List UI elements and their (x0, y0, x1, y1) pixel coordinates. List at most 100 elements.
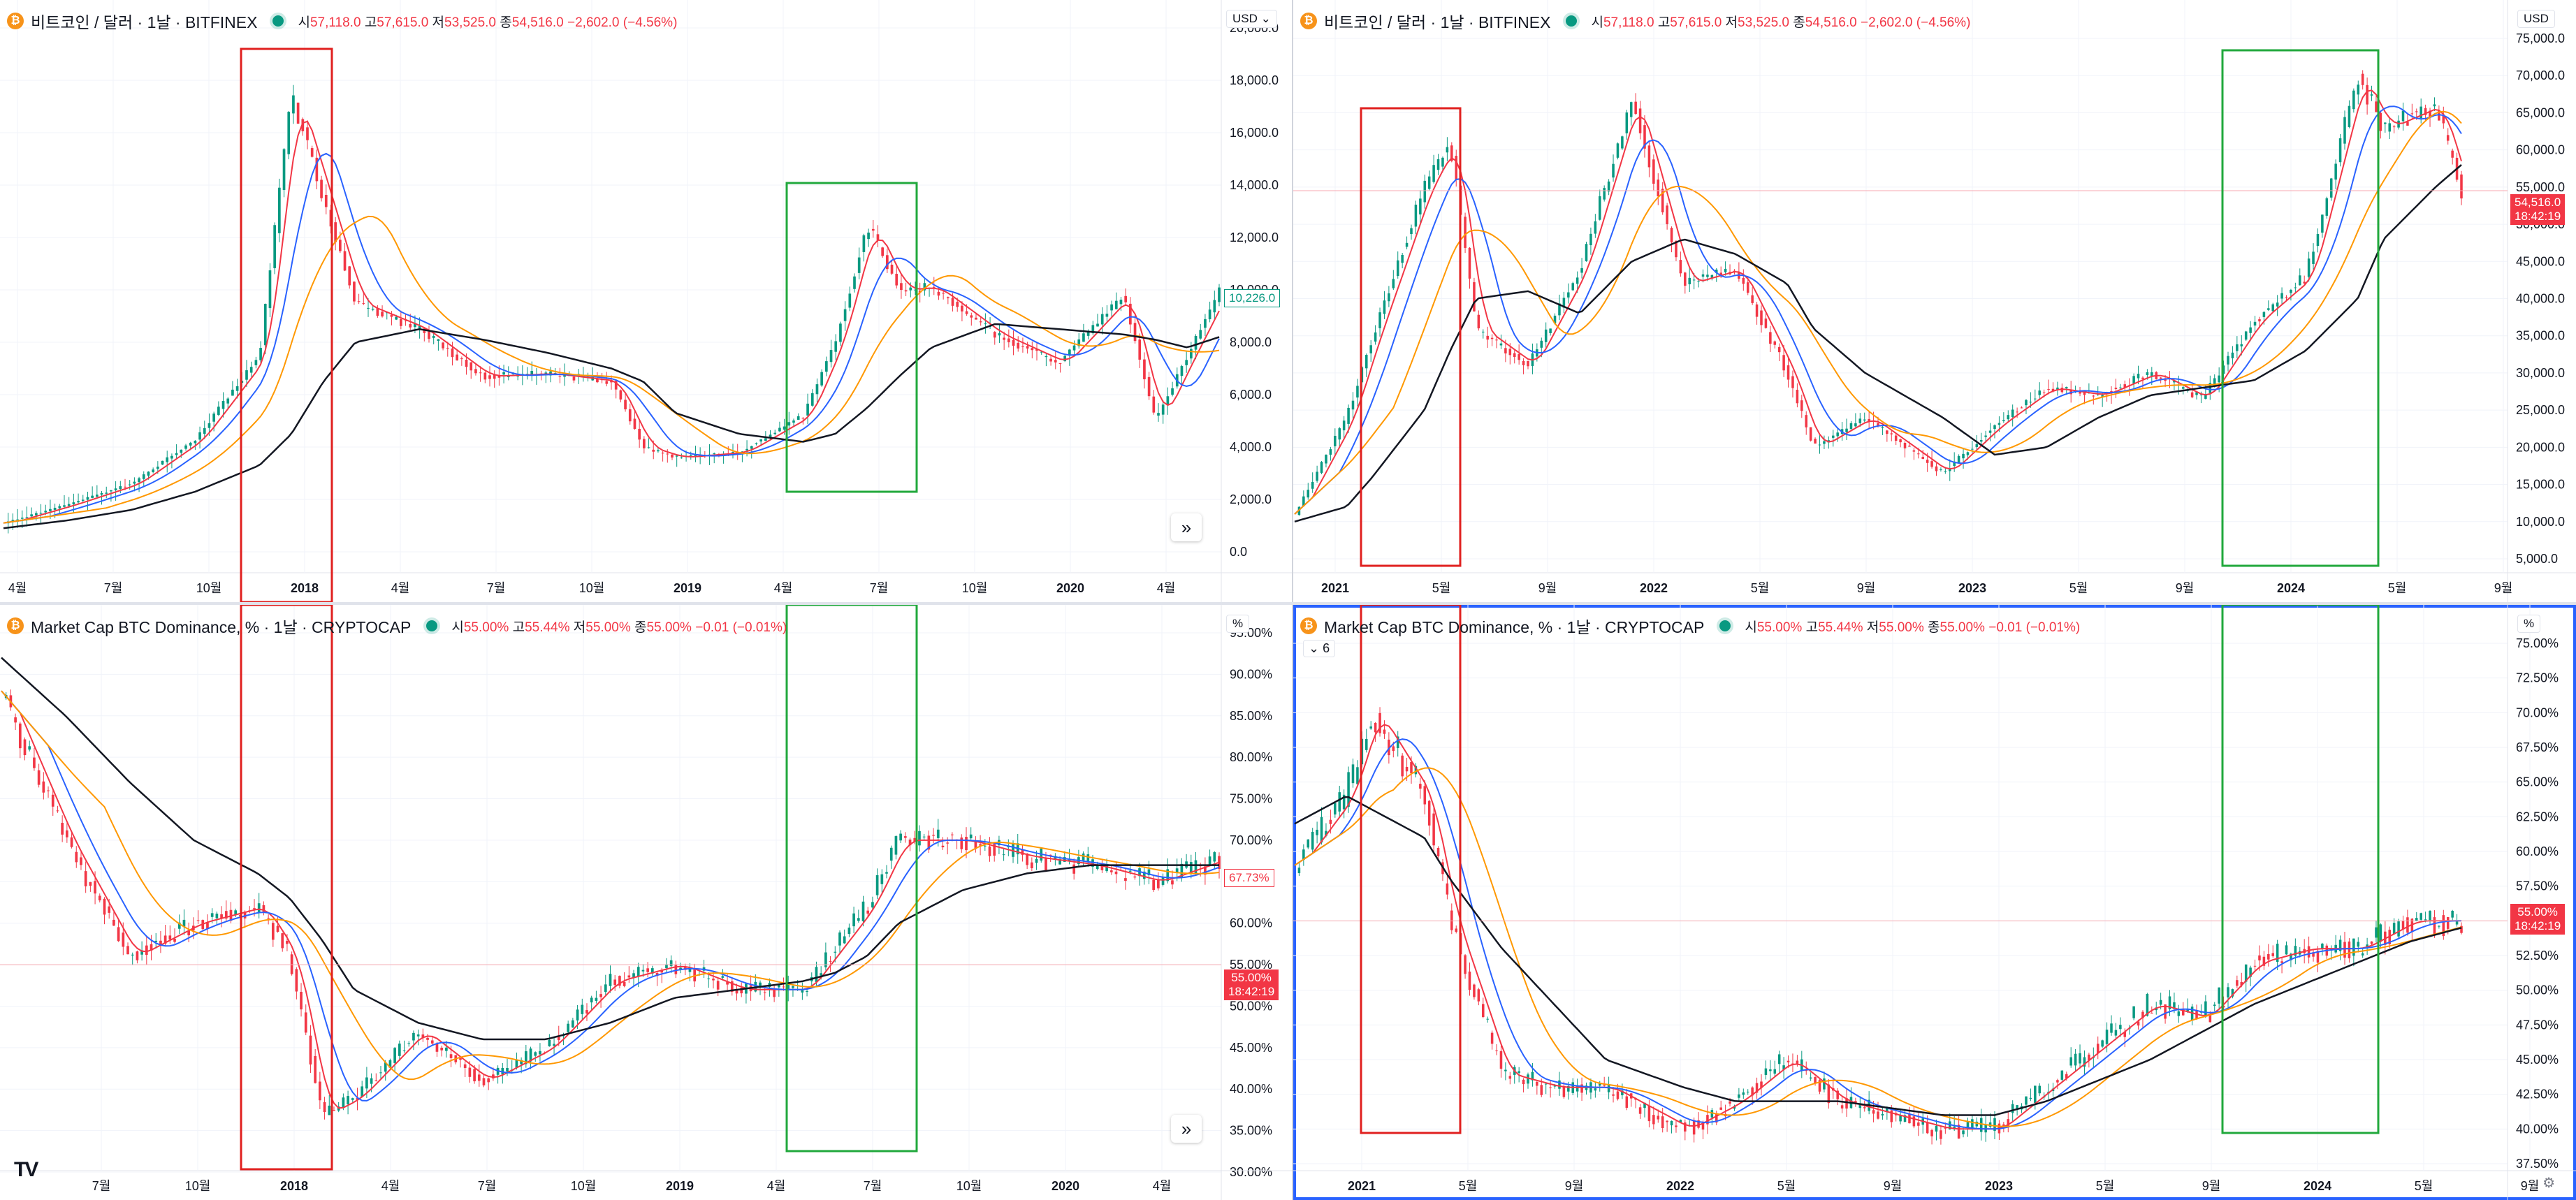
symbol-title[interactable]: Market Cap BTC Dominance, % · 1날 · CRYPT… (1324, 618, 1705, 636)
candle-body (890, 264, 894, 274)
candle-body (1540, 1085, 1543, 1095)
candle-body (1477, 314, 1480, 329)
candle-body (806, 403, 809, 416)
currency-unit-selector[interactable]: USD (2517, 10, 2555, 28)
indicators-collapse-toggle[interactable]: ⌄ 6 (1303, 640, 1336, 657)
candle-body (1441, 157, 1444, 167)
candle-body (740, 988, 743, 994)
candle-body (1621, 1090, 1624, 1096)
candle-body (1877, 1111, 1879, 1119)
dominance-left-plot[interactable]: 95.00%90.00%85.00%80.00%75.00%70.00%65.0… (0, 605, 1292, 1200)
candle-body (745, 448, 748, 451)
candle-body (56, 810, 59, 812)
candle-body (1697, 1120, 1700, 1128)
candle-body (726, 981, 729, 985)
x-tick-label: 5월 (1751, 581, 1770, 595)
candle-body (1152, 879, 1155, 891)
candle-body (1518, 1071, 1520, 1073)
candle-body (801, 990, 804, 993)
candle-body (2092, 395, 2095, 397)
tradingview-logo[interactable]: TV (14, 1158, 38, 1181)
candle-body (1903, 442, 1907, 448)
candle-body (2182, 1009, 2185, 1016)
candle-body (932, 286, 936, 288)
candle-body (1180, 863, 1184, 878)
candle-body (142, 474, 145, 479)
x-tick-label: 2020 (1051, 1179, 1079, 1193)
y-tick-label: 55.00% (1230, 958, 1272, 972)
candle-body (1854, 423, 1857, 427)
candle-body (2375, 101, 2378, 112)
candle-body (2190, 392, 2194, 397)
candle-body (28, 746, 31, 750)
candle-body (834, 951, 837, 953)
cryptocap-icon: ₿ (7, 617, 24, 634)
panel-dominance-right[interactable]: 75.00% 72.50% 70.00% 67.50% 65.00% 62.50% 60.0… (1293, 605, 2576, 1200)
symbol-title[interactable]: 비트코인 / 달러 · 1날 · BITFINEX (31, 13, 258, 31)
candle-body (477, 1074, 481, 1081)
unit-label[interactable]: % (1226, 615, 1250, 633)
ma-long-line (3, 323, 1220, 529)
candle-body (824, 952, 827, 967)
candle-body (1679, 260, 1682, 274)
candle-body (1773, 1069, 1777, 1074)
candle-body (633, 418, 636, 429)
y-tick-label: 57.50% (2516, 879, 2559, 893)
candle-body (604, 984, 607, 993)
panel-divider-vertical[interactable] (1292, 0, 1293, 1200)
candle-body (1473, 984, 1476, 997)
y-tick-label: 75,000.0 (2516, 31, 2565, 45)
candle-body (1378, 312, 1381, 328)
symbol-title[interactable]: 비트코인 / 달러 · 1날 · BITFINEX (1324, 13, 1551, 31)
candle-body (1777, 1054, 1781, 1064)
candle-body (351, 1098, 354, 1100)
candle-body (2079, 391, 2081, 394)
candle-body (224, 911, 228, 919)
y-tick-label: 70,000.0 (2516, 68, 2565, 82)
ma-mid-line (1, 690, 1220, 1102)
scroll-to-realtime-button[interactable]: » (1171, 1115, 1202, 1143)
candle-body (235, 386, 239, 391)
candle-body (451, 348, 454, 358)
btc-left-plot[interactable]: 20,000.018,000.016,000.014,000.012,000.0… (0, 0, 1292, 602)
unit-label[interactable]: % (2517, 615, 2541, 633)
scroll-to-realtime-button[interactable]: » (1171, 513, 1202, 541)
panel-btc-left[interactable]: 20,000.0 18,000.0 16,000.0 14,000.0 12,000.0… (0, 0, 1292, 602)
symbol-title[interactable]: Market Cap BTC Dominance, % · 1날 · CRYPT… (31, 618, 412, 636)
btc-right-plot[interactable]: 75,000.0 70,000.0 65,000.0 60,000.0 55,000.0… (1293, 0, 2576, 602)
y-tick-label: 40.00% (2516, 1122, 2559, 1136)
candle-body (1638, 108, 1642, 133)
panel-dominance-left[interactable]: 95.00%90.00%85.00%80.00%75.00%70.00%65.0… (0, 605, 1292, 1200)
candle-body (1886, 1106, 1889, 1112)
candle-body (1527, 360, 1529, 367)
dominance-right-plot[interactable]: 75.00% 72.50% 70.00% 67.50% 65.00% 62.50% 60.0… (1293, 605, 2576, 1200)
candle-body (572, 376, 576, 381)
candle-body (343, 251, 347, 271)
settings-gear-icon[interactable]: ⚙ (2542, 1176, 2555, 1191)
candle-body (2132, 376, 2135, 384)
candle-body (1935, 466, 1938, 471)
candle-body (194, 440, 197, 444)
panel-divider-horizontal[interactable] (0, 602, 2576, 605)
candle-body (1580, 268, 1583, 273)
candle-body (2397, 921, 2400, 937)
candle-body (1427, 176, 1431, 189)
currency-unit-selector[interactable]: USD ⌄ (1226, 10, 1277, 28)
candle-body (1128, 870, 1132, 872)
candle-body (1599, 196, 1601, 220)
panel-btc-right[interactable]: 75,000.0 70,000.0 65,000.0 60,000.0 55,000.0… (1293, 0, 2576, 602)
candle-body (1576, 277, 1579, 284)
x-tick-label: 7월 (487, 581, 506, 595)
candle-body (2442, 915, 2445, 937)
candle-body (1787, 1060, 1790, 1062)
candle-body (941, 845, 945, 848)
candle-body (861, 901, 865, 921)
candle-body (614, 381, 618, 390)
candle-body (1854, 1101, 1857, 1104)
candle-body (1840, 1105, 1844, 1108)
candle-body (1147, 376, 1151, 397)
candle-body (894, 836, 898, 855)
candle-body (437, 339, 440, 342)
candle-body (493, 374, 496, 379)
